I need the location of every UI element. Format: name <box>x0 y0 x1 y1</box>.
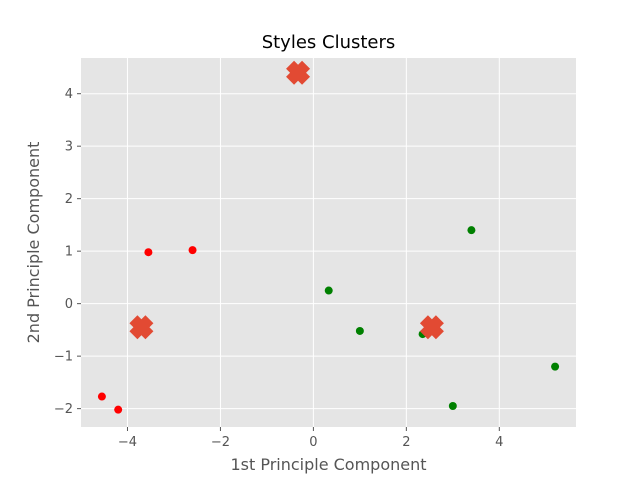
x-tick-label: −2 <box>211 435 230 450</box>
y-axis-label: 2nd Principle Component <box>24 142 43 344</box>
y-tick-label: −1 <box>54 350 73 365</box>
chart-title: Styles Clusters <box>262 32 396 53</box>
data-point-cluster-green <box>448 402 457 411</box>
x-axis-label: 1st Principle Component <box>230 455 426 474</box>
x-tick-label: 0 <box>309 435 317 450</box>
y-tick-label: 1 <box>65 245 73 260</box>
y-tick-label: 4 <box>65 87 73 102</box>
centroid-marker <box>419 315 444 340</box>
data-point-cluster-green <box>324 286 333 295</box>
data-point-cluster-red <box>114 405 123 414</box>
x-tick-label: 4 <box>495 435 503 450</box>
data-points <box>97 226 560 414</box>
y-axis: −2 −1 0 1 2 3 4 <box>54 87 81 417</box>
y-tick-label: −2 <box>54 402 73 417</box>
x-tick-label: −4 <box>118 435 137 450</box>
data-point-cluster-green <box>355 326 364 335</box>
data-point-cluster-red <box>144 248 153 257</box>
centroid-markers <box>129 60 444 340</box>
y-tick-label: 0 <box>65 297 73 312</box>
plot-area <box>81 58 576 427</box>
y-tick-label: 2 <box>65 192 73 207</box>
grid <box>81 58 576 427</box>
y-tick-label: 3 <box>65 140 73 155</box>
data-point-cluster-green <box>551 362 560 371</box>
x-axis: −4 −2 0 2 4 <box>118 427 503 450</box>
centroid-marker <box>286 60 311 85</box>
x-tick-label: 2 <box>402 435 410 450</box>
data-point-cluster-green <box>467 226 476 235</box>
centroid-marker <box>129 315 154 340</box>
data-point-cluster-red <box>188 246 197 255</box>
data-point-cluster-red <box>97 392 106 401</box>
